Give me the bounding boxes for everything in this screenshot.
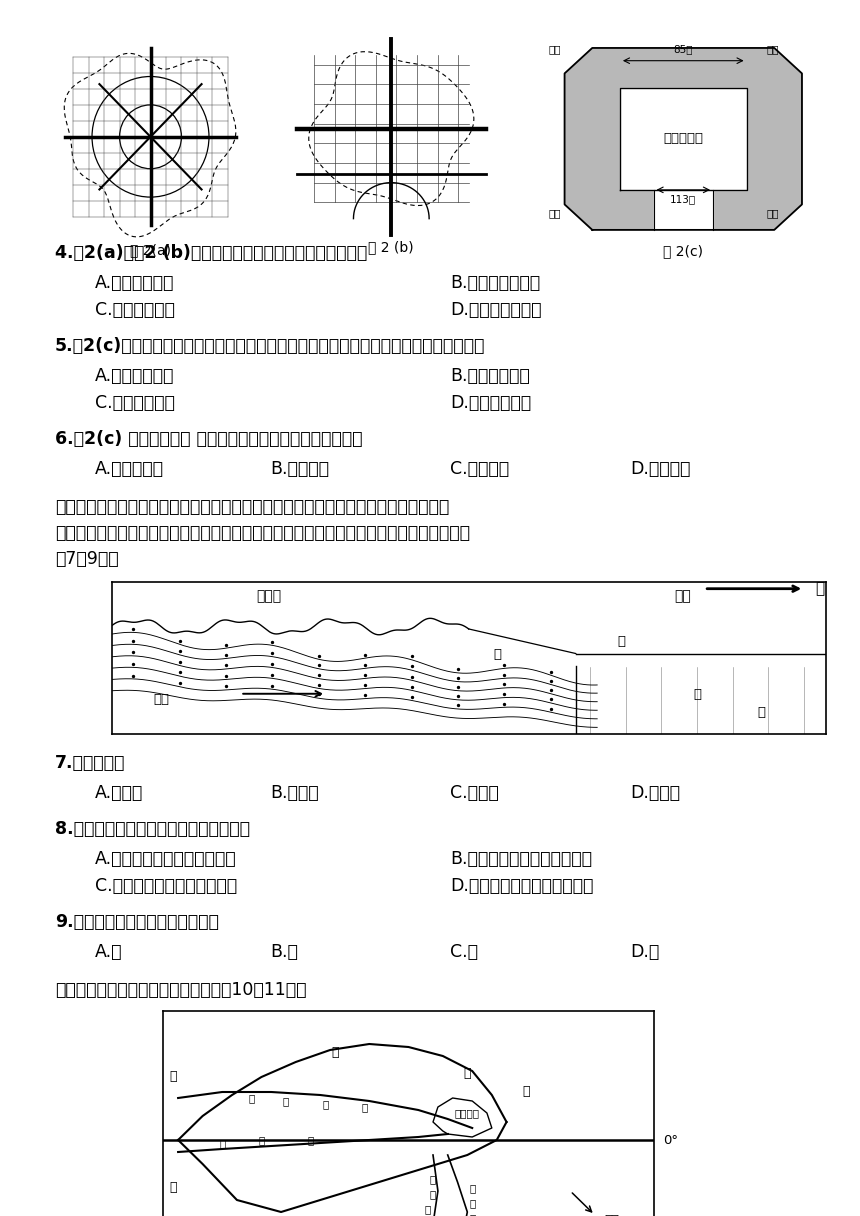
- Text: B.舒适的小街区制: B.舒适的小街区制: [450, 274, 540, 292]
- Text: A.车辆通行优先: A.车辆通行优先: [95, 274, 175, 292]
- Text: C.抑制自由步行: C.抑制自由步行: [95, 302, 175, 319]
- Text: 洋: 洋: [522, 1085, 530, 1098]
- Text: 6.图2(c) 中的「天井」 有多种环境功用，其中价值最小的是: 6.图2(c) 中的「天井」 有多种环境功用，其中价值最小的是: [55, 430, 363, 447]
- Text: B.山区水位季节变化大的河流: B.山区水位季节变化大的河流: [450, 850, 592, 868]
- Text: 切角: 切角: [766, 208, 779, 218]
- Text: 4.图2(a)与图2 (b)比较，体现出专家们的设计理念是追求: 4.图2(a)与图2 (b)比较，体现出专家们的设计理念是追求: [55, 244, 367, 261]
- Text: 图 2 (b): 图 2 (b): [368, 240, 415, 254]
- Text: 成，下图为某河漫滩东西方向剖面示意图，该剖面位于自南向北河流的平直河段上。据此回: 成，下图为某河漫滩东西方向剖面示意图，该剖面位于自南向北河流的平直河段上。据此回: [55, 524, 470, 542]
- Text: 西: 西: [815, 581, 824, 596]
- Polygon shape: [654, 190, 713, 230]
- Text: D.改善采光条件: D.改善采光条件: [450, 394, 531, 412]
- Text: B.通风散热: B.通风散热: [270, 460, 329, 478]
- Text: 马: 马: [219, 1138, 225, 1148]
- Text: 乙: 乙: [758, 706, 765, 719]
- Text: 河: 河: [307, 1135, 314, 1145]
- Text: A.甲: A.甲: [95, 942, 122, 961]
- Text: 西: 西: [464, 1066, 471, 1080]
- Text: A.绿化、休闲: A.绿化、休闲: [95, 460, 164, 478]
- Text: 延: 延: [469, 1214, 476, 1216]
- Text: A.绿化美化环境: A.绿化美化环境: [95, 367, 175, 385]
- Polygon shape: [564, 47, 802, 230]
- Text: 切角: 切角: [549, 208, 562, 218]
- Text: 河床: 河床: [154, 693, 169, 705]
- Text: 里: 里: [322, 1099, 329, 1109]
- Text: 7.该河流位于: 7.该河流位于: [55, 754, 126, 772]
- Text: 绿化、休闲: 绿化、休闲: [663, 133, 703, 146]
- Text: 丙: 丙: [494, 648, 501, 662]
- Polygon shape: [433, 1098, 492, 1137]
- Text: 斯: 斯: [469, 1198, 476, 1207]
- Text: 太: 太: [169, 1070, 177, 1083]
- Text: D.社区服务: D.社区服务: [630, 460, 691, 478]
- Text: 河漫滩: 河漫滩: [256, 589, 281, 603]
- Text: 马拉若岛: 马拉若岛: [455, 1108, 480, 1118]
- Text: 河漫滩是指河谷底部在洪水期才被淥没的部分，由河流的横向迁移和洪水的沉积作用形: 河漫滩是指河谷底部在洪水期才被淥没的部分，由河流的横向迁移和洪水的沉积作用形: [55, 499, 449, 516]
- Text: 9.图中河道水流速度最快的位置是: 9.图中河道水流速度最快的位置是: [55, 913, 219, 931]
- Text: 8.据材料分析，河漫滩发育较好的河流是: 8.据材料分析，河漫滩发育较好的河流是: [55, 820, 250, 838]
- Text: D.丁: D.丁: [630, 942, 660, 961]
- Text: 图 2(a): 图 2(a): [130, 243, 171, 258]
- Text: 洋: 洋: [169, 1181, 177, 1194]
- Text: 河流: 河流: [605, 1215, 619, 1216]
- Text: 切角: 切角: [766, 44, 779, 55]
- Polygon shape: [178, 1045, 507, 1212]
- Text: 113米: 113米: [670, 195, 697, 204]
- Text: C.平原水位季节变化小的河流: C.平原水位季节变化小的河流: [95, 877, 237, 895]
- Text: D.北半球: D.北半球: [630, 784, 680, 803]
- Text: 筗7～9题。: 筗7～9题。: [55, 550, 119, 568]
- Text: 内: 内: [249, 1093, 255, 1103]
- Text: 若: 若: [425, 1204, 431, 1214]
- Text: D.平原水位季节变化大的河流: D.平原水位季节变化大的河流: [450, 877, 593, 895]
- Text: B.南半球: B.南半球: [270, 784, 318, 803]
- Text: C.西半球: C.西半球: [450, 784, 499, 803]
- Text: 甲: 甲: [617, 635, 626, 648]
- Text: C.人员疏散: C.人员疏散: [450, 460, 509, 478]
- Text: B.乙: B.乙: [270, 942, 298, 961]
- Text: D.提高土地利用率: D.提高土地利用率: [450, 302, 542, 319]
- Text: 格: 格: [283, 1096, 289, 1107]
- Text: A.山区水位季节变化小的河流: A.山区水位季节变化小的河流: [95, 850, 237, 868]
- Text: C.防止交通拥堵: C.防止交通拥堵: [95, 394, 175, 412]
- Text: A.东半球: A.东半球: [95, 784, 144, 803]
- Text: 丁: 丁: [693, 688, 701, 702]
- Text: 鲁: 鲁: [258, 1135, 265, 1145]
- Text: 河: 河: [361, 1102, 367, 1111]
- Text: B.增加临街门店: B.增加临街门店: [450, 367, 530, 385]
- Text: 河道: 河道: [674, 589, 691, 603]
- Text: 河: 河: [430, 1173, 436, 1184]
- Text: 0°: 0°: [663, 1133, 679, 1147]
- Text: 下图为马拉若岛位置示意图。读图回筗10～11题。: 下图为马拉若岛位置示意图。读图回筗10～11题。: [55, 981, 306, 1000]
- Text: 5.图2(c)中的方块状街区并不是规则的正方形，而是有四个切角的方块，其可能的用途是: 5.图2(c)中的方块状街区并不是规则的正方形，而是有四个切角的方块，其可能的用…: [55, 337, 485, 355]
- Text: 85米: 85米: [673, 44, 693, 55]
- Text: 切角: 切角: [549, 44, 562, 55]
- Text: 大: 大: [331, 1046, 339, 1059]
- Text: 斯: 斯: [430, 1189, 436, 1199]
- Text: 河: 河: [469, 1183, 476, 1193]
- Text: C.丙: C.丙: [450, 942, 478, 961]
- Polygon shape: [620, 88, 746, 190]
- Text: 图 2(c): 图 2(c): [663, 244, 703, 259]
